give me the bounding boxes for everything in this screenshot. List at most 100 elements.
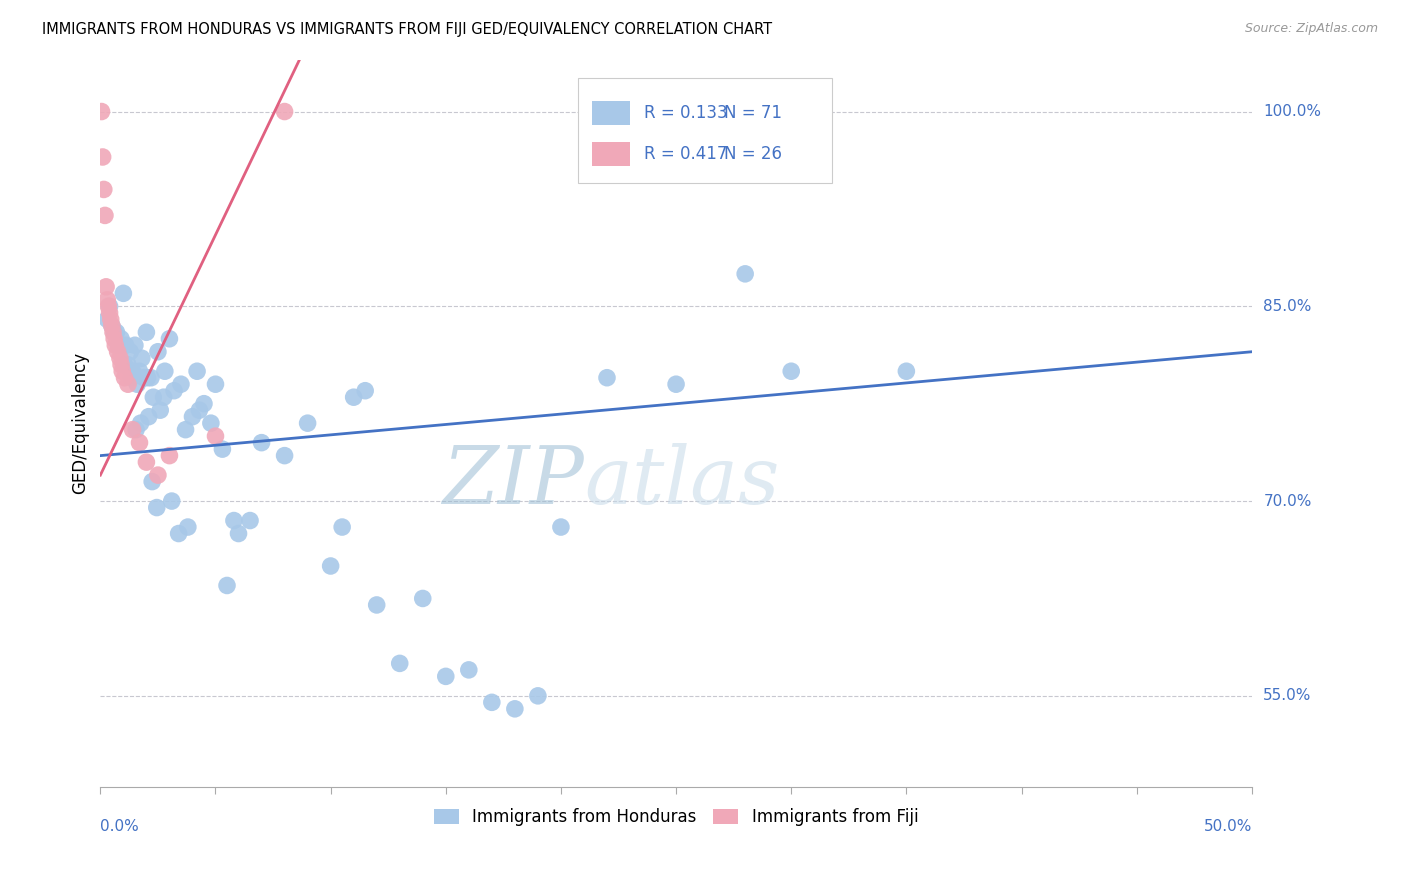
Point	[104, 338, 127, 352]
Point	[114, 358, 136, 372]
Point	[434, 669, 457, 683]
Point	[181, 409, 204, 424]
Point	[177, 520, 200, 534]
Point	[354, 384, 377, 398]
Point	[481, 695, 503, 709]
Point	[343, 390, 366, 404]
Point	[96, 293, 118, 307]
Text: 55.0%: 55.0%	[1264, 689, 1312, 704]
Point	[174, 423, 197, 437]
Point	[146, 500, 169, 515]
Point	[121, 423, 143, 437]
Text: atlas: atlas	[583, 442, 779, 520]
Point	[239, 514, 262, 528]
Point	[128, 435, 150, 450]
Point	[159, 332, 181, 346]
Point	[160, 494, 183, 508]
Text: 0.0%: 0.0%	[100, 819, 139, 834]
Point	[211, 442, 233, 457]
Text: 100.0%: 100.0%	[1264, 104, 1322, 119]
Point	[273, 104, 295, 119]
Text: 70.0%: 70.0%	[1264, 493, 1312, 508]
Point	[135, 455, 157, 469]
Text: IMMIGRANTS FROM HONDURAS VS IMMIGRANTS FROM FIJI GED/EQUIVALENCY CORRELATION CHA: IMMIGRANTS FROM HONDURAS VS IMMIGRANTS F…	[42, 22, 772, 37]
Point	[110, 358, 132, 372]
Point	[186, 364, 208, 378]
Point	[163, 384, 186, 398]
Point	[124, 338, 146, 352]
Point	[108, 351, 131, 366]
Point	[152, 390, 174, 404]
Point	[128, 364, 150, 378]
Point	[105, 326, 128, 340]
Point	[200, 416, 222, 430]
Point	[125, 423, 148, 437]
Text: R = 0.133: R = 0.133	[644, 103, 727, 121]
Text: 50.0%: 50.0%	[1204, 819, 1251, 834]
Text: R = 0.417: R = 0.417	[644, 145, 727, 163]
Point	[94, 280, 117, 294]
Text: ZIP: ZIP	[443, 442, 583, 520]
Point	[111, 364, 134, 378]
Point	[103, 326, 125, 340]
Point	[135, 326, 157, 340]
Point	[596, 370, 619, 384]
Point	[117, 377, 139, 392]
Point	[120, 344, 142, 359]
Point	[131, 351, 153, 366]
Point	[114, 370, 136, 384]
Point	[117, 358, 139, 372]
Legend: Immigrants from Honduras, Immigrants from Fiji: Immigrants from Honduras, Immigrants fro…	[427, 802, 925, 833]
Point	[412, 591, 434, 606]
Point	[503, 702, 526, 716]
Point	[366, 598, 388, 612]
Point	[319, 559, 342, 574]
Point	[121, 364, 143, 378]
Point	[127, 377, 149, 392]
Point	[93, 182, 115, 196]
Point	[90, 104, 112, 119]
Point	[228, 526, 250, 541]
Point	[665, 377, 688, 392]
Point	[120, 370, 142, 384]
Point	[141, 475, 163, 489]
Point	[170, 377, 193, 392]
Point	[297, 416, 319, 430]
Point	[215, 578, 238, 592]
Point	[107, 338, 129, 352]
Point	[96, 312, 118, 326]
Point	[146, 468, 169, 483]
Text: Source: ZipAtlas.com: Source: ZipAtlas.com	[1244, 22, 1378, 36]
Point	[91, 150, 114, 164]
Point	[132, 370, 155, 384]
Point	[112, 286, 135, 301]
Point	[138, 409, 160, 424]
Point	[101, 318, 124, 333]
Bar	[578, 78, 831, 183]
Point	[142, 390, 165, 404]
Point	[527, 689, 550, 703]
Point	[98, 306, 121, 320]
Text: 85.0%: 85.0%	[1264, 299, 1312, 314]
Y-axis label: GED/Equivalency: GED/Equivalency	[72, 352, 89, 494]
Point	[734, 267, 756, 281]
Point	[136, 370, 159, 384]
Point	[103, 332, 125, 346]
Point	[222, 514, 245, 528]
Point	[97, 299, 120, 313]
Point	[110, 332, 132, 346]
Point	[159, 449, 181, 463]
Point	[273, 449, 295, 463]
Point	[146, 344, 169, 359]
Point	[250, 435, 273, 450]
Point	[188, 403, 211, 417]
Point	[896, 364, 918, 378]
Point	[167, 526, 190, 541]
Point	[107, 344, 129, 359]
Point	[330, 520, 353, 534]
Point	[139, 370, 162, 384]
Point	[149, 403, 172, 417]
Point	[101, 318, 124, 333]
Text: N = 71: N = 71	[724, 103, 782, 121]
Point	[457, 663, 479, 677]
